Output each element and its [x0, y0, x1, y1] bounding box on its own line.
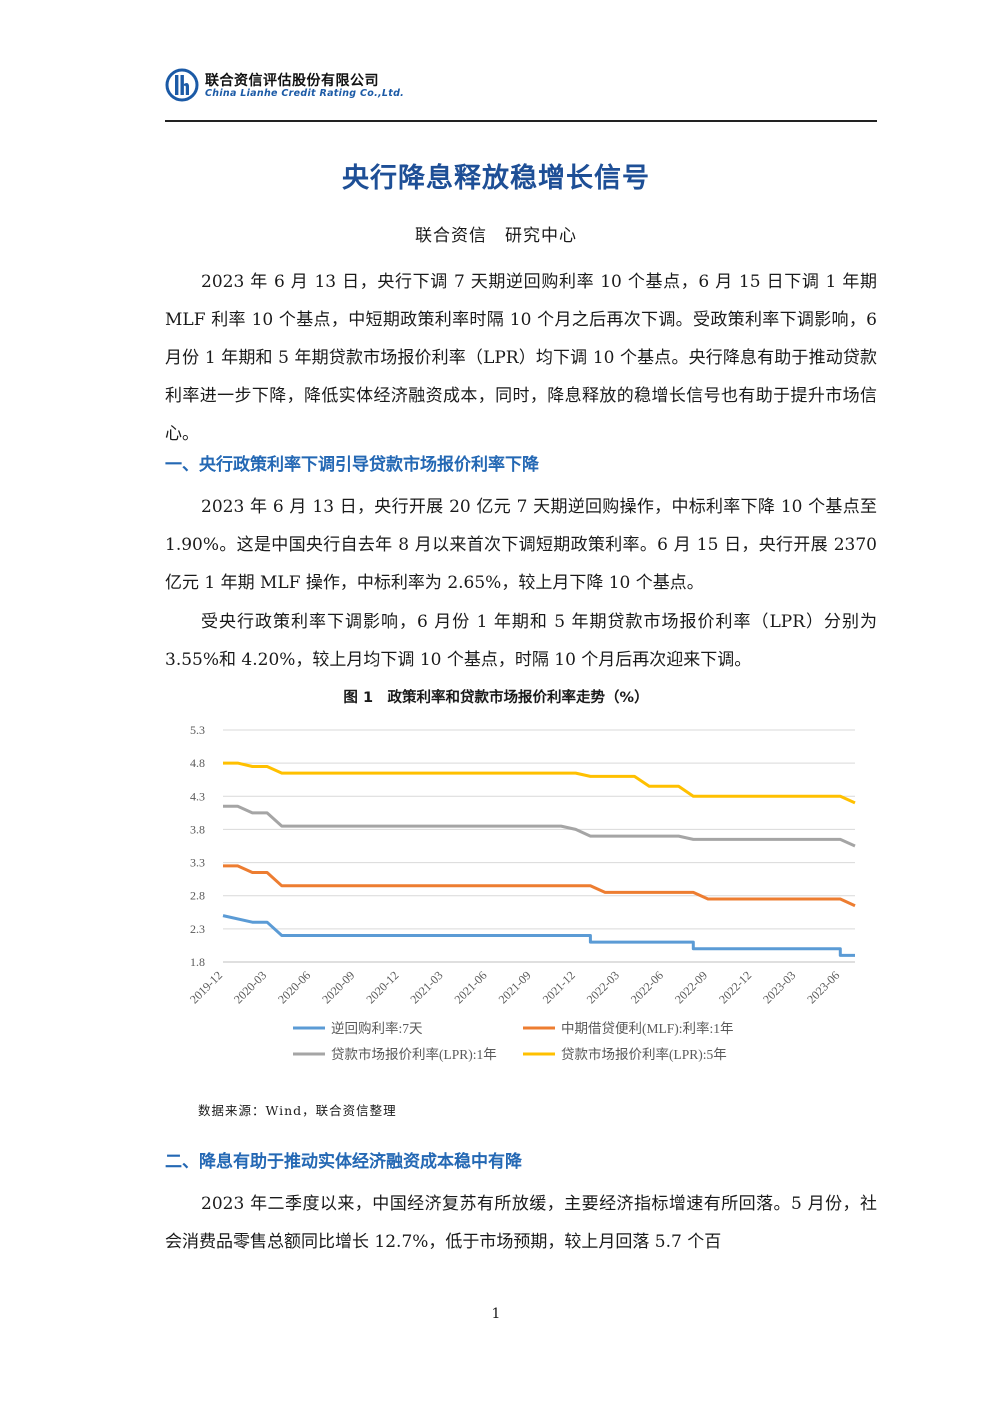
- author-line: 联合资信 研究中心: [415, 226, 577, 246]
- x-tick-label: 2020-12: [363, 968, 401, 1006]
- y-tick-label: 5.3: [190, 723, 205, 737]
- x-tick-label: 2019-12: [187, 968, 225, 1006]
- company-name-cn: 联合资信评估股份有限公司: [205, 73, 379, 89]
- intro-paragraph: 2023 年 6 月 13 日，央行下调 7 天期逆回购利率 10 个基点，6 …: [165, 272, 877, 444]
- section-heading-1: 一、央行政策利率下调引导贷款市场报价利率下降: [165, 455, 539, 475]
- header-divider: [165, 120, 877, 122]
- section2-paragraph-1: 2023 年二季度以来，中国经济复苏有所放缓，主要经济指标增速有所回落。5 月份…: [165, 1194, 877, 1252]
- legend-label-1: 逆回购利率:7天: [331, 1020, 423, 1036]
- page-number: 1: [491, 1306, 501, 1322]
- x-tick-label: 2020-03: [231, 968, 269, 1006]
- y-tick-label: 2.8: [190, 889, 205, 903]
- document-header: 联合资信评估股份有限公司 China Lianhe Credit Rating …: [165, 64, 877, 122]
- y-tick-label: 3.3: [190, 856, 205, 870]
- series-line-4: [223, 761, 856, 805]
- figure-source: 数据来源：Wind，联合资信整理: [198, 1103, 397, 1118]
- y-tick-label: 4.8: [190, 756, 205, 770]
- company-name-en: China Lianhe Credit Rating Co.,Ltd.: [205, 88, 405, 99]
- lianhe-logo-icon: [165, 68, 199, 102]
- legend-label-4: 贷款市场报价利率(LPR):5年: [561, 1046, 727, 1062]
- y-tick-label: 3.8: [190, 822, 205, 836]
- series-line-3: [223, 804, 856, 848]
- legend-label-2: 中期借贷便利(MLF):利率:1年: [561, 1020, 734, 1036]
- series-line-1: [222, 914, 855, 957]
- section1-paragraph-2: 受央行政策利率下调影响，6 月份 1 年期和 5 年期贷款市场报价利率（LPR）…: [165, 612, 877, 670]
- x-tick-label: 2020-06: [275, 968, 313, 1006]
- x-tick-label: 2022-03: [584, 968, 622, 1006]
- legend-label-3: 贷款市场报价利率(LPR):1年: [331, 1046, 497, 1062]
- y-tick-label: 2.3: [190, 922, 205, 936]
- x-tick-label: 2021-09: [496, 968, 534, 1006]
- x-tick-label: 2020-09: [319, 968, 357, 1006]
- x-tick-label: 2022-12: [716, 968, 754, 1006]
- page-title: 央行降息释放稳增长信号: [342, 163, 650, 194]
- y-tick-label: 4.3: [190, 789, 205, 803]
- x-tick-label: 2023-06: [804, 968, 842, 1006]
- x-tick-label: 2022-06: [628, 968, 666, 1006]
- x-tick-label: 2021-12: [540, 968, 578, 1006]
- x-tick-label: 2021-03: [407, 968, 445, 1006]
- figure-title: 图 1 政策利率和贷款市场报价利率走势（%）: [343, 690, 649, 706]
- section1-paragraph-1: 2023 年 6 月 13 日，央行开展 20 亿元 7 天期逆回购操作，中标利…: [165, 497, 877, 593]
- x-tick-label: 2023-03: [760, 968, 798, 1006]
- series-line-2: [223, 864, 856, 908]
- section-heading-2: 二、降息有助于推动实体经济融资成本稳中有降: [165, 1152, 522, 1172]
- x-tick-label: 2022-09: [672, 968, 710, 1006]
- x-tick-label: 2021-06: [451, 968, 489, 1006]
- y-tick-label: 1.8: [190, 955, 205, 969]
